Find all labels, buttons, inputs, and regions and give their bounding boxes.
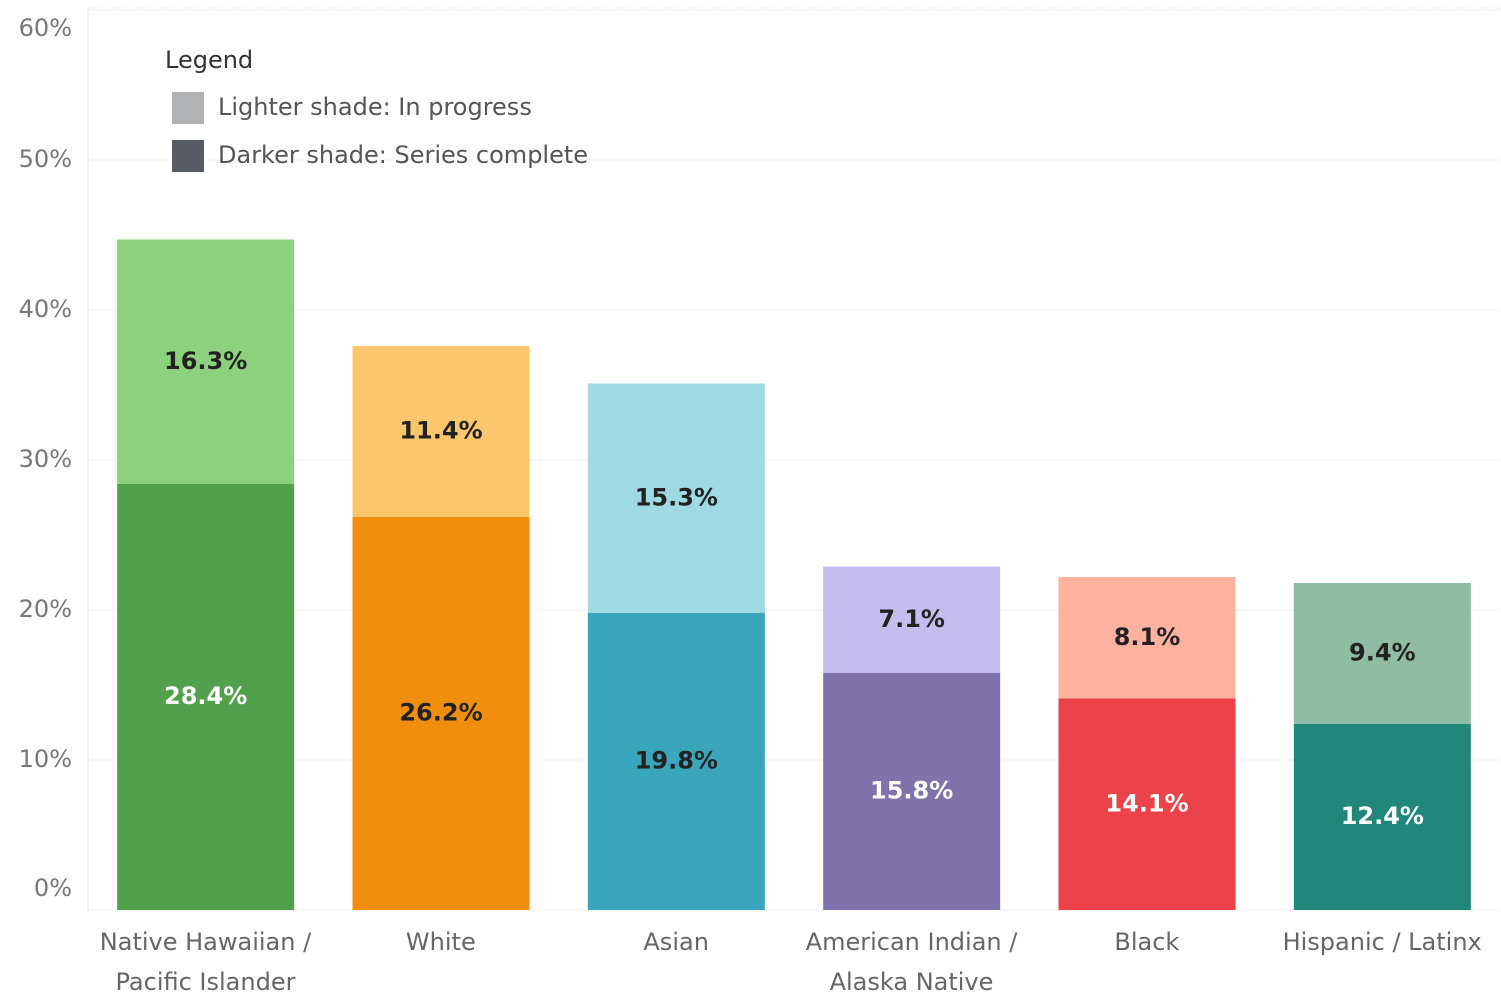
x-tick-label: White: [405, 928, 476, 956]
bar-segment: [352, 517, 530, 910]
value-label: 7.1%: [878, 605, 945, 633]
y-tick-label: 10%: [19, 745, 72, 773]
y-tick-label: 30%: [19, 445, 72, 473]
bar-segment: [823, 673, 1001, 910]
x-tick-label: Black: [1114, 928, 1180, 956]
bar-segment: [587, 383, 765, 613]
value-label: 14.1%: [1105, 789, 1188, 817]
bar-segment: [1058, 577, 1236, 699]
value-label: 11.4%: [399, 417, 482, 445]
y-tick-label: 40%: [19, 295, 72, 323]
y-tick-label: 60%: [19, 14, 72, 42]
bar-segment: [117, 484, 295, 910]
bar-segment: [117, 239, 295, 484]
legend-swatch: [172, 140, 204, 172]
y-tick-label: 0%: [34, 874, 72, 902]
x-tick-label: Asian: [643, 928, 709, 956]
bar-segment: [587, 613, 765, 910]
value-label: 8.1%: [1114, 623, 1181, 651]
bar-segment: [1293, 724, 1471, 910]
value-label: 16.3%: [164, 347, 247, 375]
value-label: 12.4%: [1341, 802, 1424, 830]
value-label: 15.8%: [870, 777, 953, 805]
legend-swatch: [172, 92, 204, 124]
y-tick-label: 50%: [19, 145, 72, 173]
value-label: 28.4%: [164, 682, 247, 710]
value-label: 15.3%: [635, 483, 718, 511]
value-label: 9.4%: [1349, 639, 1416, 667]
value-label: 19.8%: [635, 747, 718, 775]
legend-label: Darker shade: Series complete: [218, 141, 588, 169]
bar-segment: [352, 346, 530, 517]
bar-segment: [823, 566, 1001, 673]
value-label: 26.2%: [399, 699, 482, 727]
x-tick-label: Native Hawaiian / Pacific Islander: [99, 928, 312, 996]
legend-title: Legend: [165, 46, 253, 74]
bar-segment: [1293, 583, 1471, 724]
bar-segment: [1058, 698, 1236, 910]
x-tick-label: American Indian / Alaska Native: [805, 928, 1018, 996]
x-tick-label: Hispanic / Latinx: [1282, 928, 1482, 956]
legend-label: Lighter shade: In progress: [218, 93, 532, 121]
y-tick-label: 20%: [19, 595, 72, 623]
